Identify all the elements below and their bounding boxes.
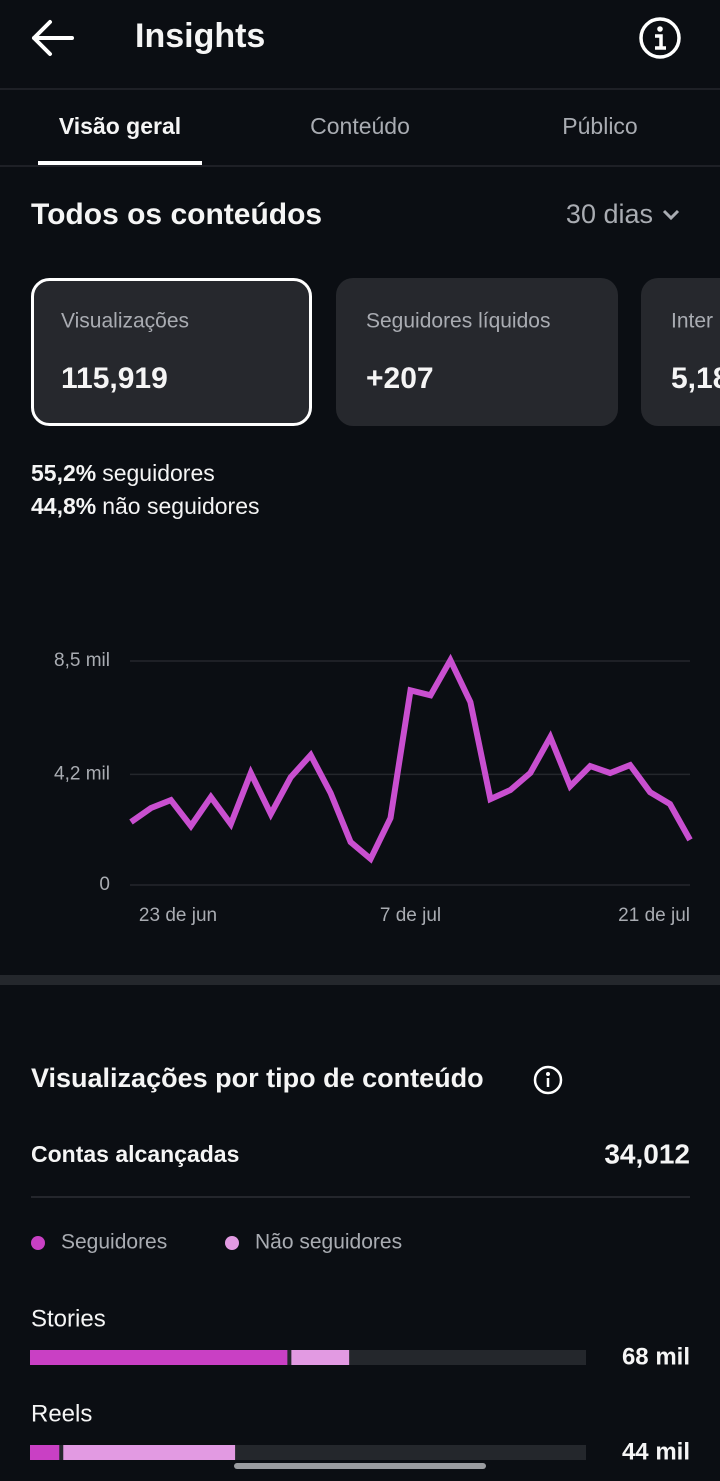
row-value: 44 mil bbox=[622, 1438, 690, 1465]
x-tick-label: 7 de jul bbox=[380, 905, 441, 926]
line bbox=[129, 653, 693, 864]
back-button[interactable] bbox=[32, 20, 74, 56]
info-icon bbox=[533, 1065, 563, 1095]
split-label: não seguidores bbox=[102, 493, 259, 519]
card-value: +207 bbox=[366, 362, 434, 395]
bar-segment bbox=[30, 1445, 60, 1460]
tab-label: Conteúdo bbox=[310, 113, 410, 139]
card-bg bbox=[336, 278, 618, 426]
card-value: 115,919 bbox=[61, 362, 168, 395]
info-dot bbox=[657, 26, 663, 32]
split-label: seguidores bbox=[102, 460, 215, 486]
info-button[interactable] bbox=[639, 17, 681, 59]
metric-card[interactable]: Inter 5,18 bbox=[641, 278, 720, 426]
reach-value: 34,012 bbox=[604, 1138, 690, 1169]
period-selector[interactable]: 30 dias bbox=[566, 199, 680, 229]
split-line: 44,8% não seguidores bbox=[31, 493, 260, 519]
breakdown-title: Visualizações por tipo de conteúdo bbox=[31, 1063, 484, 1093]
info-button[interactable] bbox=[533, 1065, 563, 1095]
row-label: Reels bbox=[31, 1400, 92, 1427]
x-tick-label: 23 de jun bbox=[139, 905, 217, 926]
back-arrow bbox=[32, 20, 74, 56]
split-value: 55,2% bbox=[31, 460, 96, 486]
reach-label: Contas alcançadas bbox=[31, 1141, 239, 1167]
info-icon bbox=[639, 17, 681, 59]
card-value: 5,18 bbox=[671, 362, 720, 395]
tab[interactable]: Visão geral bbox=[59, 113, 181, 139]
split-line: 55,2% seguidores bbox=[31, 460, 215, 486]
bar-segment bbox=[30, 1350, 288, 1365]
info-dot bbox=[546, 1072, 550, 1076]
line-chart: 0 4,2 mil 8,5 mil 23 de jun 7 de jul 21 de ju… bbox=[54, 650, 693, 926]
bar-segment bbox=[63, 1445, 236, 1460]
y-tick-label: 0 bbox=[99, 874, 110, 895]
breakdown-bars: Seguidores Não seguidores Stories 68 mil Ree… bbox=[30, 1231, 690, 1465]
chevron bbox=[662, 209, 680, 221]
row-label: Stories bbox=[31, 1305, 106, 1332]
home-indicator bbox=[234, 1463, 486, 1469]
bar-segment bbox=[291, 1350, 350, 1365]
card-bg bbox=[31, 278, 312, 426]
metric-card[interactable]: Visualizações 115,919 bbox=[31, 278, 312, 426]
info-stem bbox=[655, 34, 666, 50]
metric-card[interactable]: Seguidores líquidos +207 bbox=[336, 278, 618, 426]
legend-label: Seguidores bbox=[61, 1231, 167, 1254]
period-label: 30 dias bbox=[566, 199, 653, 229]
card-label: Seguidores líquidos bbox=[366, 310, 550, 333]
row-value: 68 mil bbox=[622, 1343, 690, 1370]
y-tick-label: 8,5 mil bbox=[54, 650, 110, 671]
legend-dot bbox=[225, 1236, 239, 1250]
active-tab-indicator bbox=[38, 161, 202, 165]
header-title: Insights bbox=[135, 17, 265, 55]
card-bg bbox=[641, 278, 720, 426]
card-label: Inter bbox=[671, 310, 713, 333]
tab[interactable]: Público bbox=[562, 113, 637, 139]
y-tick-label: 4,2 mil bbox=[54, 763, 110, 784]
tab[interactable]: Conteúdo bbox=[310, 113, 410, 139]
split-value: 44,8% bbox=[31, 493, 96, 519]
legend-dot bbox=[31, 1236, 45, 1250]
card-label: Visualizações bbox=[61, 310, 189, 333]
section-title: Todos os conteúdos bbox=[31, 198, 322, 231]
legend-label: Não seguidores bbox=[255, 1231, 402, 1254]
x-tick-label: 21 de jul bbox=[618, 905, 690, 926]
tab-label: Público bbox=[562, 113, 637, 139]
section-separator bbox=[0, 975, 720, 985]
tab-label: Visão geral bbox=[59, 113, 181, 139]
